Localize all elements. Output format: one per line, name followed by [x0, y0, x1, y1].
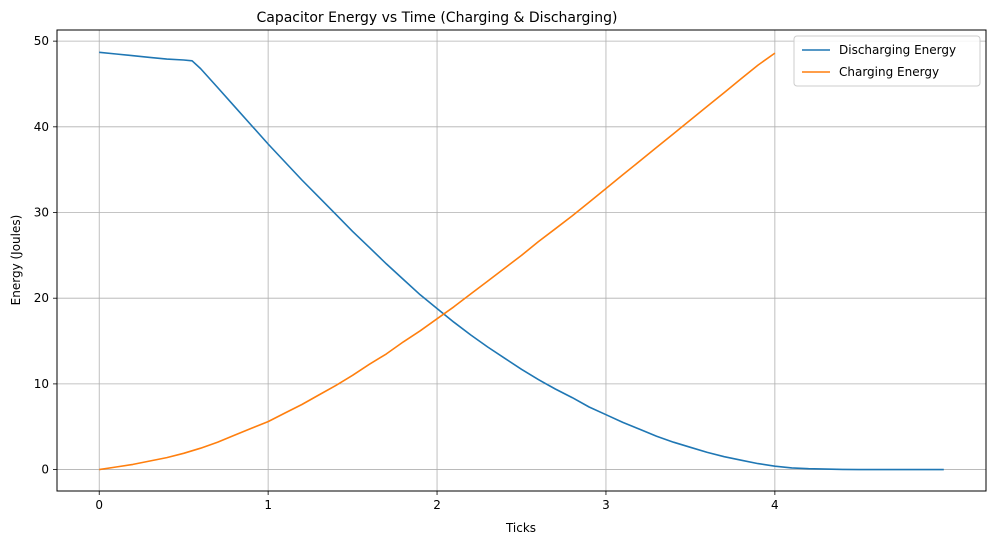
x-tick-label: 0: [95, 498, 103, 512]
legend-label-charging: Charging Energy: [839, 65, 939, 79]
chart-title: Capacitor Energy vs Time (Charging & Dis…: [256, 10, 617, 26]
legend-label-discharging: Discharging Energy: [839, 43, 956, 57]
series-line-0: [99, 51, 944, 471]
legend: Discharging Energy Charging Energy: [793, 35, 981, 87]
y-tick-label: 10: [34, 377, 49, 391]
y-axis-label: Energy (Joules): [9, 215, 23, 306]
y-tick-label: 30: [34, 206, 49, 220]
x-axis-label: Ticks: [505, 521, 536, 535]
x-tick-label: 2: [433, 498, 441, 512]
x-tick-label: 3: [602, 498, 610, 512]
gridlines: [57, 30, 986, 491]
y-tick-label: 20: [34, 291, 49, 305]
y-tick-label: 50: [34, 34, 49, 48]
x-tick-label: 4: [771, 498, 779, 512]
legend-box: [793, 35, 981, 87]
series-lines: [99, 51, 944, 471]
y-tick-label: 0: [41, 463, 49, 477]
plot-area-frame: [56, 29, 987, 492]
y-tick-label: 40: [34, 120, 49, 134]
x-tick-label: 1: [264, 498, 272, 512]
series-line-1: [99, 52, 776, 471]
